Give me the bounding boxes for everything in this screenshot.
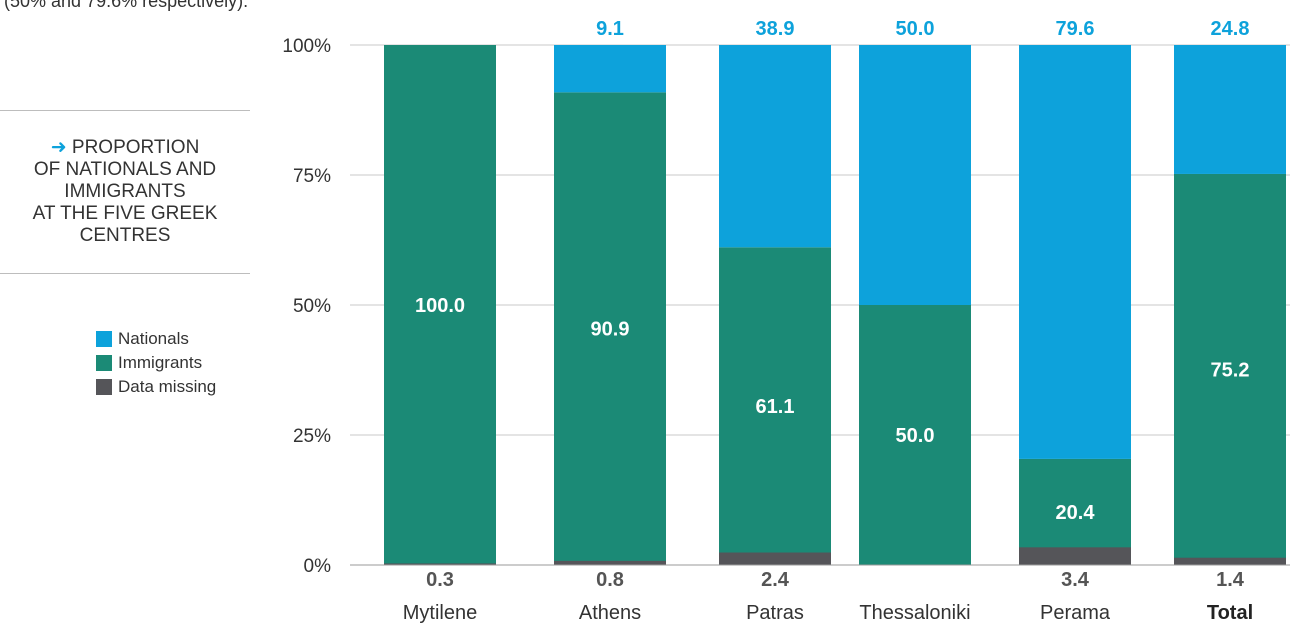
bar-nationals <box>859 45 971 305</box>
data-missing-value-label: 0.8 <box>596 569 624 591</box>
chart-title-line-1: ➜ PROPORTION <box>51 137 200 159</box>
arrow-right-icon: ➜ <box>50 137 67 158</box>
x-category-label: Perama <box>1040 602 1111 624</box>
bar-immigrants <box>554 92 666 565</box>
nationals-value-label: 38.9 <box>756 18 795 40</box>
legend-label-data-missing: Data missing <box>118 377 217 396</box>
legend-swatch-immigrants <box>96 355 112 371</box>
bar-data-missing <box>384 563 496 565</box>
y-tick-label: 25% <box>293 426 331 447</box>
immigrants-value-label: 20.4 <box>1056 502 1096 524</box>
immigrants-value-label: 61.1 <box>756 396 795 418</box>
nationals-value-label: 9.1 <box>596 18 624 40</box>
data-missing-value-label: 3.4 <box>1061 569 1090 591</box>
legend-swatch-nationals <box>96 331 112 347</box>
bar-immigrants <box>1174 173 1286 565</box>
immigrants-value-label: 100.0 <box>415 295 465 317</box>
x-category-label: Athens <box>579 602 641 624</box>
legend: Nationals Immigrants Data missing <box>96 327 216 399</box>
y-tick-label: 50% <box>293 296 331 317</box>
bar-data-missing <box>554 560 666 565</box>
chart-title-panel: ➜ PROPORTION OF NATIONALS AND IMMIGRANTS… <box>0 110 250 274</box>
nationals-value-label: 79.6 <box>1056 18 1095 40</box>
nationals-value-label: 24.8 <box>1211 18 1250 40</box>
data-missing-value-label: 1.4 <box>1216 569 1245 591</box>
chart-title-line-3: IMMIGRANTS <box>64 181 186 202</box>
bar-nationals <box>1019 45 1131 459</box>
bar-nationals <box>719 45 831 248</box>
chart-title-line-5: CENTRES <box>79 225 171 246</box>
x-category-label: Total <box>1207 602 1253 624</box>
x-category-label: Patras <box>746 602 804 624</box>
legend-label-immigrants: Immigrants <box>118 353 203 372</box>
legend-item-data-missing: Data missing <box>96 375 216 399</box>
nationals-value-label: 50.0 <box>896 18 935 40</box>
chart-title-line-4: AT THE FIVE GREEK <box>32 203 218 224</box>
immigrants-value-label: 90.9 <box>591 319 630 341</box>
immigrants-value-label: 50.0 <box>896 425 935 447</box>
bar-nationals <box>1174 45 1286 174</box>
legend-item-immigrants: Immigrants <box>96 351 216 375</box>
chart-title-text-1: PROPORTION <box>71 137 200 158</box>
x-category-label: Mytilene <box>403 602 477 624</box>
x-category-label: Thessaloniki <box>859 602 970 624</box>
data-missing-value-label: 2.4 <box>761 569 790 591</box>
data-missing-value-label: 0.3 <box>426 569 454 591</box>
bar-data-missing <box>1174 557 1286 565</box>
bar-data-missing <box>719 552 831 565</box>
y-tick-label: 75% <box>293 166 331 187</box>
y-tick-label: 0% <box>304 556 332 577</box>
bar-nationals <box>554 45 666 93</box>
chart-title-line-2: OF NATIONALS AND <box>33 159 217 180</box>
bar-data-missing <box>1019 547 1131 565</box>
legend-item-nationals: Nationals <box>96 327 216 351</box>
top-note: (50% and 79.6% respectively). <box>4 0 249 11</box>
legend-label-nationals: Nationals <box>118 329 189 348</box>
bar-immigrants <box>859 305 971 565</box>
y-tick-label: 100% <box>282 36 331 57</box>
immigrants-value-label: 75.2 <box>1211 359 1250 381</box>
legend-swatch-data-missing <box>96 379 112 395</box>
bar-immigrants <box>384 45 496 565</box>
bar-immigrants <box>719 247 831 565</box>
